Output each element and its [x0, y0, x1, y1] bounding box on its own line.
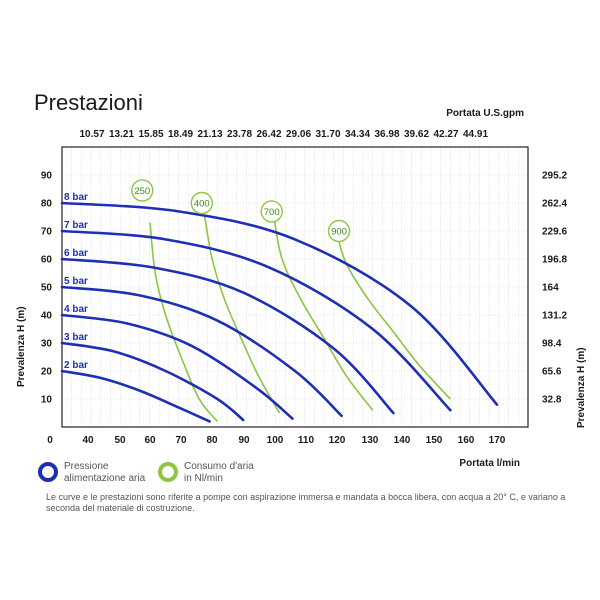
x-tick-label: 120 [329, 435, 346, 446]
top-axis-title: Portata U.S.gpm [446, 108, 524, 119]
pressure-label: 3 bar [64, 332, 88, 343]
air-label: 400 [194, 199, 210, 210]
y-tick-label: 30 [41, 339, 53, 350]
pressure-curve-7-bar [60, 229, 452, 412]
air-curve-700 [273, 219, 374, 411]
x-tick-label: 80 [206, 435, 218, 446]
x-tick-label: 110 [298, 435, 315, 446]
x-tick-label: 40 [82, 435, 94, 446]
y-axis-title: Prevalenza H (m) [16, 306, 27, 387]
legend-air-text: Consumo d'aria in Nl/min [184, 461, 254, 484]
pressure-label: 4 bar [64, 304, 88, 315]
right-tick-label: 196.8 [542, 255, 567, 266]
air-label-circle [327, 219, 351, 243]
pressure-label: 8 bar [64, 192, 88, 203]
right-tick-label: 32.8 [542, 395, 562, 406]
air-label-circle [260, 200, 283, 223]
right-tick-label: 65.6 [542, 367, 562, 378]
top-tick-label: 36.98 [374, 129, 399, 140]
y-tick-label: 20 [41, 367, 53, 378]
x-tick-label: 150 [426, 435, 443, 446]
top-tick-label: 15.85 [138, 129, 163, 140]
top-tick-label: 23.78 [227, 129, 252, 140]
label-group: 2 bar 3 bar 4 bar 5 bar 6 bar 7 bar 8 bar 250 40… [64, 179, 351, 371]
air-label-circle [131, 179, 154, 202]
pressure-label: 5 bar [64, 276, 88, 287]
air-label: 900 [331, 227, 347, 238]
right-tick-label: 131.2 [542, 311, 567, 322]
x-tick-label: 90 [238, 435, 250, 446]
top-tick-label: 10.57 [79, 129, 104, 140]
top-tick-label: 42.27 [433, 129, 458, 140]
y-tick-label: 50 [41, 283, 53, 294]
pressure-label: 7 bar [64, 220, 88, 231]
y-tick-label: 80 [41, 199, 53, 210]
page-title: Prestazioni [34, 90, 143, 115]
top-tick-label: 26.42 [256, 129, 281, 140]
legend-air: Consumo d'aria in Nl/min [158, 461, 254, 485]
right-tick-label: 98.4 [542, 339, 562, 350]
y-tick-label: 40 [41, 311, 53, 322]
air-consumption-ring-icon [158, 462, 178, 482]
air-curve-900 [338, 241, 451, 400]
tick-group: 10 20 30 40 50 60 70 80 90 32.8 65.6 98.4 131.2 164 19… [41, 129, 568, 446]
pressure-curve-8-bar [60, 201, 499, 406]
y-tick-label: 10 [41, 395, 53, 406]
top-tick-label: 29.06 [286, 129, 311, 140]
footnote: Le curve e le prestazioni sono riferite … [46, 492, 566, 513]
right-axis-title: Prevalenza H (m) [576, 347, 587, 428]
air-label-circle [190, 191, 214, 215]
top-tick-label: 34.34 [345, 129, 370, 140]
pressure-curve-2-bar [60, 369, 211, 423]
x-tick-label: 70 [175, 435, 187, 446]
air-curve-400 [203, 214, 281, 414]
right-tick-label: 164 [542, 283, 559, 294]
pressure-label: 6 bar [64, 248, 88, 259]
x-tick-label: 170 [489, 435, 506, 446]
y-tick-label: 70 [41, 227, 53, 238]
pressure-label: 2 bar [64, 360, 88, 371]
pressure-ring-icon [38, 462, 58, 482]
top-tick-label: 44.91 [463, 129, 488, 140]
pressure-curve-3-bar [60, 341, 245, 422]
air-label: 700 [264, 207, 280, 218]
y-tick-label: 90 [41, 171, 53, 182]
top-tick-label: 21.13 [197, 129, 222, 140]
pressure-curve-6-bar [60, 257, 395, 415]
legend-pressure-text: Pressione alimentazione aria [64, 461, 146, 484]
air-label: 250 [134, 186, 150, 197]
series-group [60, 201, 499, 423]
right-tick-label: 229.6 [542, 227, 567, 238]
x-tick-label: 130 [362, 435, 379, 446]
right-tick-label: 295.2 [542, 171, 567, 182]
y-tick-label: 60 [41, 255, 53, 266]
x-tick-label: 160 [458, 435, 475, 446]
x-tick-label: 140 [394, 435, 411, 446]
x-tick-label: 50 [114, 435, 126, 446]
x-tick-label: 60 [144, 435, 156, 446]
pressure-curve-5-bar [60, 285, 343, 418]
top-tick-label: 18.49 [168, 129, 193, 140]
x-axis-title: Portata l/min [459, 458, 520, 469]
right-tick-label: 262.4 [542, 199, 567, 210]
legend-pressure: Pressione alimentazione aria [38, 461, 145, 485]
x-tick-label: 100 [267, 435, 284, 446]
top-tick-label: 31.70 [315, 129, 340, 140]
x-tick-label: 0 [47, 435, 53, 446]
pressure-curve-4-bar [60, 313, 294, 420]
top-tick-label: 39.62 [404, 129, 429, 140]
top-tick-label: 13.21 [109, 129, 134, 140]
